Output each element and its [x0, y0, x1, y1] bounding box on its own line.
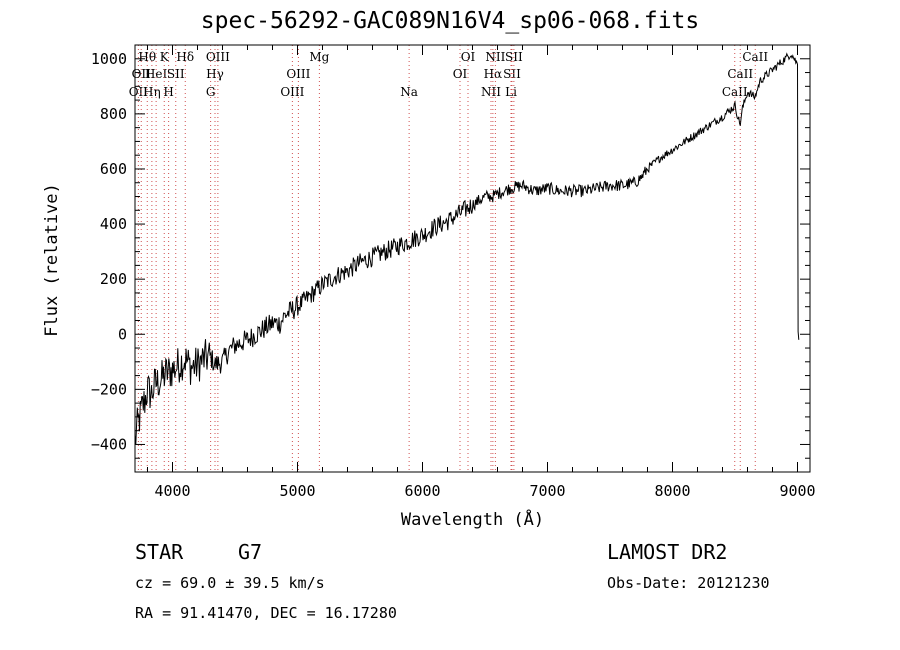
x-tick-label-4: 8000 [654, 482, 690, 500]
y-tick-label-2: 600 [100, 160, 127, 178]
y-tick-label-5: 0 [118, 325, 127, 343]
survey-name: LAMOST DR2 [607, 540, 728, 564]
spectrum-series [134, 52, 800, 445]
line-label-7: SII [167, 67, 185, 81]
line-label-20: NII [485, 50, 505, 64]
line-label-5: K [160, 50, 170, 64]
line-label-17: OI [461, 50, 476, 64]
line-label-18: NII [481, 85, 501, 99]
line-label-6: H [163, 85, 173, 99]
line-label-3: Hη [143, 85, 161, 99]
line-label-16: OI [453, 67, 468, 81]
x-tick-label-2: 6000 [404, 482, 440, 500]
coordinates-readout: RA = 91.41470, DEC = 16.17280 [135, 604, 397, 622]
plot-frame [134, 44, 811, 473]
y-axis-label: Flux (relative) [42, 183, 62, 337]
line-label-24: CaII [722, 85, 748, 99]
line-label-19: Hα [484, 67, 503, 81]
line-label-26: CaII [742, 50, 768, 64]
x-tick-label-3: 7000 [529, 482, 565, 500]
y-tick-label-4: 200 [100, 270, 127, 288]
spectral-subclass: G7 [238, 540, 263, 564]
line-label-21: Li [505, 85, 517, 99]
y-tick-label-7: −400 [91, 435, 127, 453]
x-tick-label-1: 5000 [279, 482, 315, 500]
line-label-22: SII [503, 67, 521, 81]
y-tick-label-6: −200 [91, 380, 127, 398]
line-label-1: OII [132, 67, 152, 81]
line-label-14: Mg [309, 50, 329, 64]
y-tick-label-0: 1000 [91, 50, 127, 68]
redshift-readout: cz = 69.0 ± 39.5 km/s [135, 574, 325, 592]
x-tick-label-5: 9000 [779, 482, 815, 500]
line-label-11: OIII [206, 50, 230, 64]
x-axis-label: Wavelength (Å) [400, 510, 545, 530]
line-label-13: OIII [286, 67, 310, 81]
line-label-9: G [206, 85, 216, 99]
line-label-15: Na [400, 85, 418, 99]
line-label-8: Hδ [176, 50, 194, 64]
line-label-0: OII [129, 85, 149, 99]
line-label-2: Hθ [138, 50, 156, 64]
line-label-4: HeI [145, 67, 168, 81]
chart-title: spec-56292-GAC089N16V4_sp06-068.fits [200, 8, 700, 34]
object-class: STAR [135, 540, 184, 564]
y-tick-label-1: 800 [100, 105, 127, 123]
line-label-12: OIII [280, 85, 304, 99]
y-tick-label-3: 400 [100, 215, 127, 233]
line-label-10: Hγ [206, 67, 224, 81]
line-label-25: CaII [727, 67, 753, 81]
x-tick-label-0: 4000 [154, 482, 190, 500]
observation-date: Obs-Date: 20121230 [607, 574, 770, 592]
line-label-23: SII [505, 50, 523, 64]
